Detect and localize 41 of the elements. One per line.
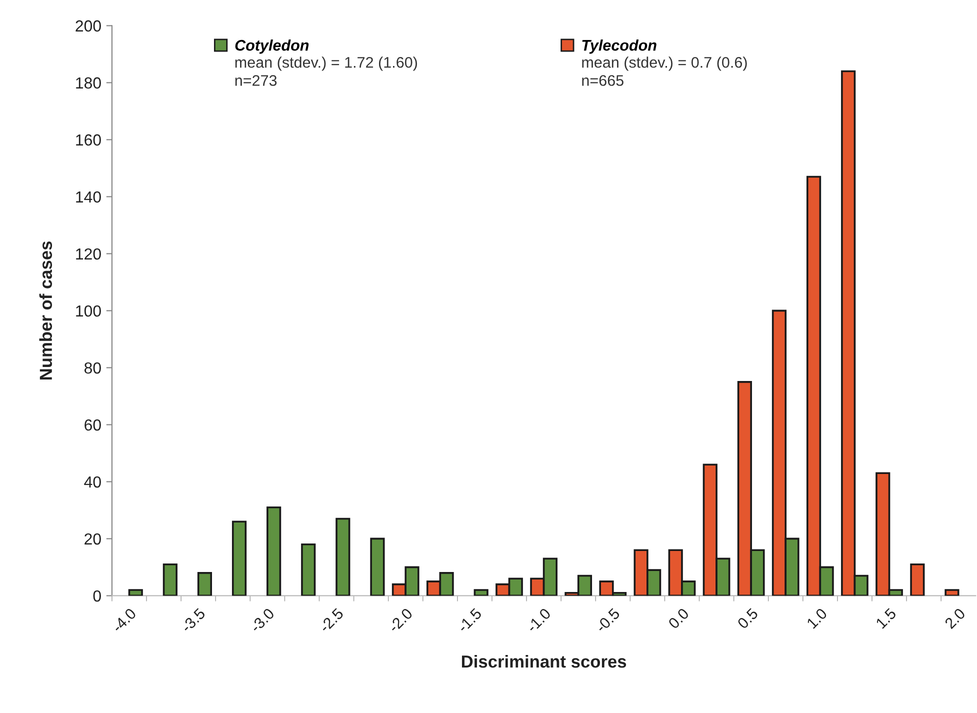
bar [910,563,925,596]
y-tick-label: 40 [84,476,101,488]
x-tick-label: -2.5 [318,608,344,633]
y-axis-title: Number of cases [39,241,52,380]
x-tick-label: -1.0 [526,608,552,633]
legend-label: Cotyledon [235,40,309,54]
x-tick-label: 0.5 [736,608,759,630]
bar [301,544,316,596]
y-tick-label: 0 [93,590,101,602]
x-tick-label: -2.0 [388,608,414,633]
legend-label: Tylecodon [582,40,656,54]
bar [128,589,143,596]
y-tick-label: 20 [84,533,101,545]
y-tick-label: 180 [76,77,101,89]
x-tick-label: 1.0 [806,608,828,629]
y-tick-label: 80 [84,362,101,374]
x-tick-label: 2.0 [944,608,966,630]
bar [336,518,350,596]
annotation: mean (stdev.) = 1.72 (1.60) n=273 [235,56,417,86]
y-tick-label: 160 [76,134,101,146]
x-tick-label: -0.5 [595,608,620,633]
y-tick-label: 140 [76,191,101,203]
bar [474,589,488,596]
y-tick-label: 200 [76,20,101,32]
bar [944,589,960,596]
bar [232,520,247,596]
x-tick-label: -1.5 [456,608,482,633]
x-tick-label: -3.5 [180,608,206,633]
bar [162,563,178,596]
y-tick-label: 60 [84,419,101,431]
y-tick-label: 100 [76,305,101,317]
bar [266,506,282,596]
annotation: mean (stdev.) = 0.7 (0.6) n=665 [582,56,747,86]
bar [197,572,212,596]
x-tick-label: 0.0 [668,608,690,630]
bar [370,538,385,596]
x-tick-label: -3.0 [250,608,275,633]
x-tick-label: -4.0 [111,608,137,633]
y-tick-label: 120 [76,248,101,260]
x-tick-label: 1.5 [875,608,897,629]
x-axis-title: Discriminant scores [462,654,626,668]
